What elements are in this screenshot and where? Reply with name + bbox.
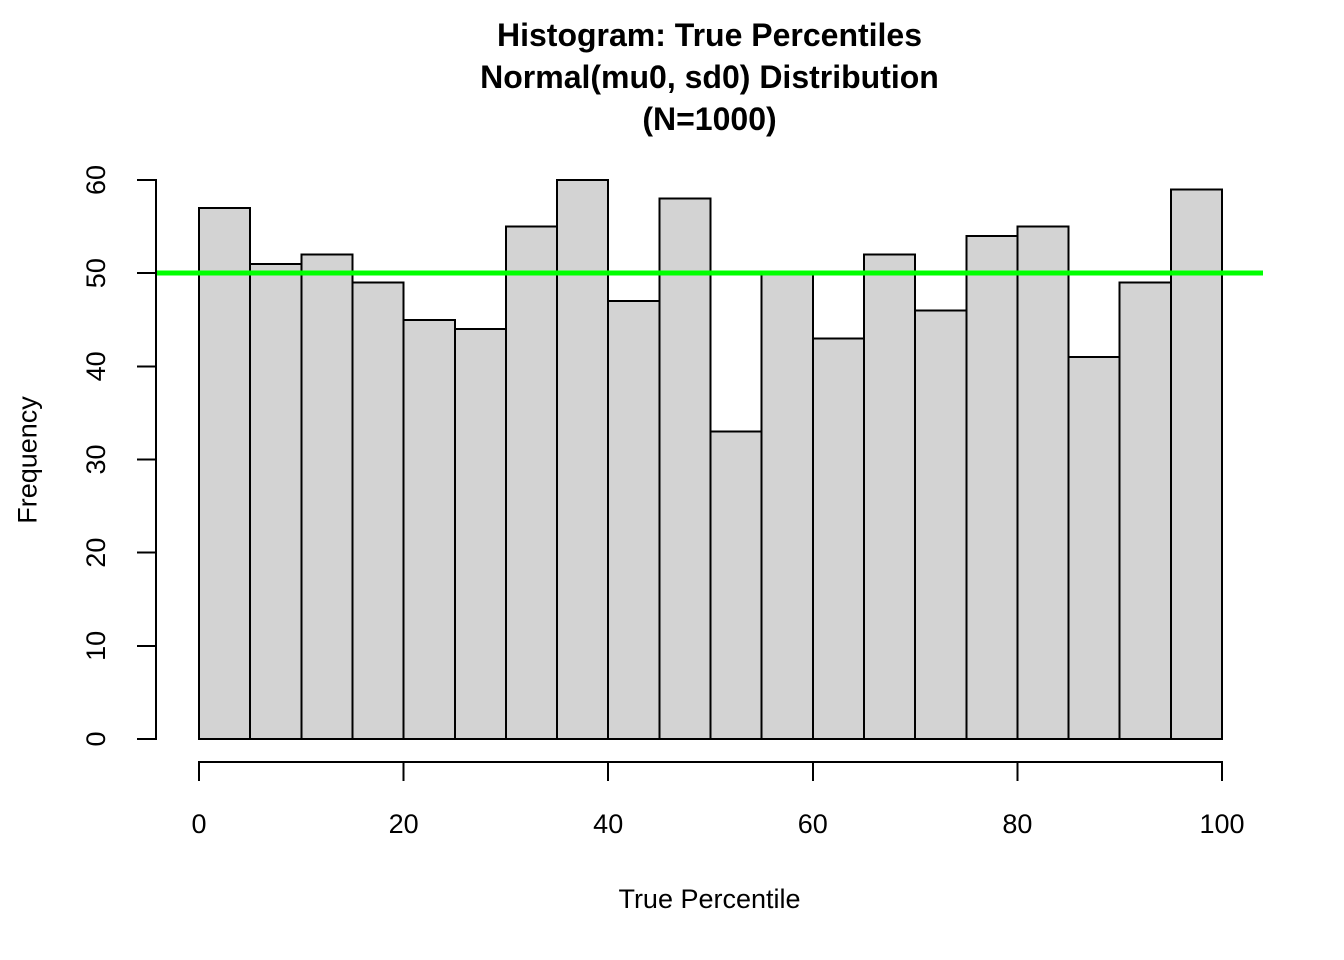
histogram-bar	[811, 337, 865, 740]
y-tick-label: 10	[81, 631, 111, 661]
x-axis-title: True Percentile	[618, 884, 801, 914]
chart-title-line-1: Histogram: True Percentiles	[496, 17, 923, 53]
histogram-bar	[1118, 281, 1172, 740]
x-tick-label: 40	[593, 809, 623, 839]
histogram-bar	[709, 430, 763, 740]
histogram-bar	[965, 234, 1019, 740]
histogram-bar	[249, 262, 303, 740]
histogram-bar	[402, 318, 456, 740]
histogram-bar	[1067, 356, 1121, 740]
chart-title: Histogram: True Percentiles Normal(mu0, …	[156, 14, 1263, 140]
y-tick-label: 60	[81, 165, 111, 195]
histogram-bar	[504, 225, 559, 740]
histogram-bar	[914, 309, 968, 740]
y-tick-label: 20	[81, 538, 111, 568]
x-tick-label: 80	[1002, 809, 1032, 839]
histogram-bar	[658, 197, 712, 740]
histogram-bar	[1169, 188, 1223, 740]
histogram-bar	[1016, 225, 1070, 740]
x-tick-label: 0	[191, 809, 206, 839]
histogram-bar	[300, 253, 354, 740]
histogram-bar	[862, 253, 917, 740]
x-tick-label: 60	[798, 809, 828, 839]
histogram-bar	[556, 179, 610, 740]
x-tick-label: 20	[389, 809, 419, 839]
chart-title-line-3: (N=1000)	[642, 101, 777, 137]
histogram-bar	[607, 300, 661, 740]
histogram-bar	[453, 328, 507, 740]
x-tick-label: 100	[1199, 809, 1244, 839]
y-tick-label: 50	[81, 258, 111, 288]
histogram-bar	[351, 281, 405, 740]
chart-title-line-2: Normal(mu0, sd0) Distribution	[480, 59, 939, 95]
histogram-bar	[760, 272, 814, 740]
y-tick-label: 40	[81, 351, 111, 381]
y-tick-label: 0	[81, 731, 111, 746]
y-tick-label: 30	[81, 444, 111, 474]
histogram-bar	[198, 206, 252, 740]
